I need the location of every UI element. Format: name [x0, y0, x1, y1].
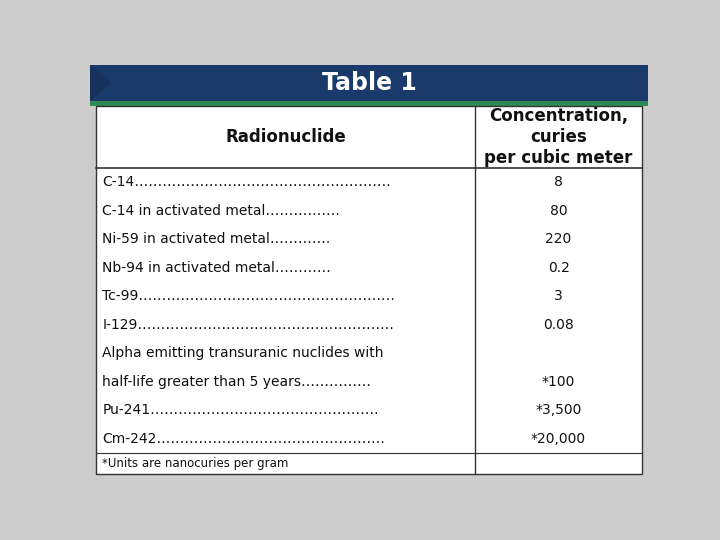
Text: 0.2: 0.2	[548, 261, 570, 275]
Text: *20,000: *20,000	[531, 431, 586, 446]
Bar	[90, 65, 648, 101]
Text: Cm-242………………………………………….: Cm-242………………………………………….	[102, 431, 385, 446]
Text: 220: 220	[546, 232, 572, 246]
Text: Table 1: Table 1	[322, 71, 416, 95]
Bar	[96, 106, 642, 475]
Text: C-14 in activated metal…………….: C-14 in activated metal…………….	[102, 204, 340, 218]
Text: *100: *100	[542, 375, 575, 389]
Polygon shape	[90, 65, 112, 101]
Text: Alpha emitting transuranic nuclides with: Alpha emitting transuranic nuclides with	[102, 346, 384, 360]
Text: 8: 8	[554, 175, 563, 189]
Text: *3,500: *3,500	[536, 403, 582, 417]
Text: I-129……………………………………………….: I-129……………………………………………….	[102, 318, 394, 332]
Text: Tc-99……………………………………………….: Tc-99……………………………………………….	[102, 289, 395, 303]
Text: Nb-94 in activated metal…………: Nb-94 in activated metal…………	[102, 261, 331, 275]
Text: Ni-59 in activated metal………….: Ni-59 in activated metal………….	[102, 232, 330, 246]
Text: 80: 80	[550, 204, 567, 218]
Text: Concentration,
curies
per cubic meter: Concentration, curies per cubic meter	[485, 107, 633, 167]
Text: 0.08: 0.08	[543, 318, 574, 332]
Text: C-14……………………………………………….: C-14……………………………………………….	[102, 175, 391, 189]
Text: half-life greater than 5 years……………: half-life greater than 5 years……………	[102, 375, 372, 389]
Text: Pu-241………………………………………….: Pu-241………………………………………….	[102, 403, 379, 417]
Text: Radionuclide: Radionuclide	[225, 128, 346, 146]
Bar	[90, 101, 648, 106]
Text: 3: 3	[554, 289, 563, 303]
Text: *Units are nanocuries per gram: *Units are nanocuries per gram	[102, 457, 289, 470]
